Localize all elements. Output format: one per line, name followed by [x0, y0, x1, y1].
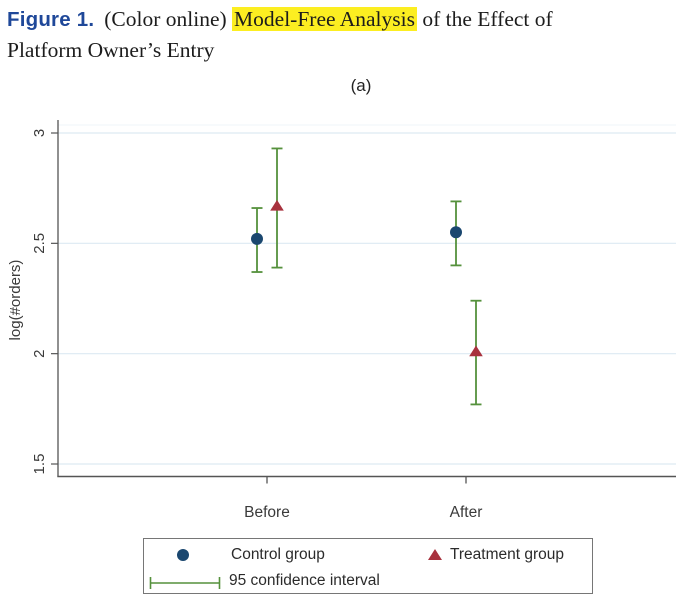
caption-line-2: Platform Owner’s Entry: [7, 38, 215, 62]
y-tick-label: 1.5: [31, 454, 48, 475]
panel-label: (a): [350, 76, 372, 95]
y-tick-label: 3: [31, 129, 48, 137]
marker-circle-control-after: [450, 226, 462, 239]
marker-triangle-treatment-before: [270, 199, 284, 211]
y-tick-label: 2.5: [31, 233, 48, 254]
legend: Control group Treatment group 95 confide…: [143, 538, 593, 594]
legend-ci-glyph-icon: [149, 577, 221, 589]
caption-pre-text: (Color online): [104, 7, 227, 31]
x-tick-label: After: [450, 504, 483, 521]
marker-circle-control-before: [251, 232, 263, 245]
caption-highlight: Model-Free Analysis: [232, 7, 417, 31]
caption-post-text: of the Effect of: [416, 7, 553, 31]
legend-ci-label: 95 confidence interval: [229, 572, 380, 589]
caption-line-1: Figure 1. (Color online) Model-Free Analy…: [7, 4, 675, 35]
x-tick-label: Before: [244, 504, 290, 521]
y-axis-title: log(#orders): [7, 260, 24, 341]
y-tick-label: 2: [31, 349, 48, 357]
legend-treatment-label: Treatment group: [450, 546, 565, 563]
legend-treatment-marker-icon: [428, 549, 442, 560]
marker-triangle-treatment-after: [469, 345, 483, 357]
figure-caption: Figure 1. (Color online) Model-Free Analy…: [7, 4, 675, 66]
legend-control-label: Control group: [231, 546, 325, 563]
legend-control-marker-icon: [177, 549, 189, 561]
figure-label: Figure 1.: [7, 8, 95, 31]
